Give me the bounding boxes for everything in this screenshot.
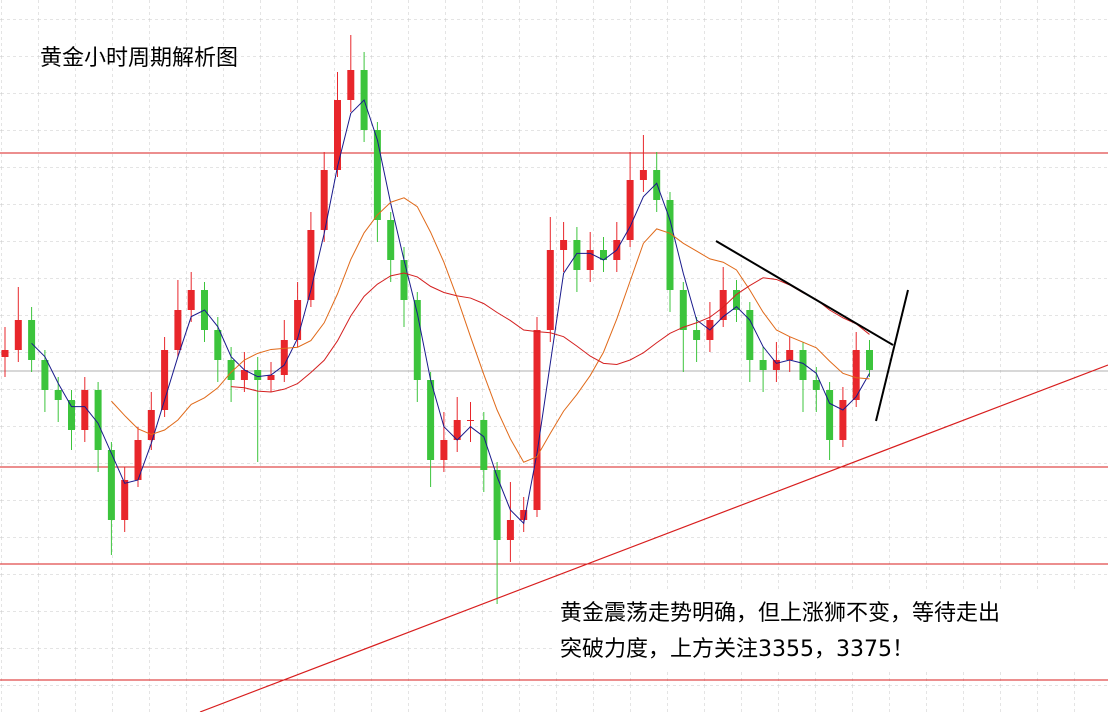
moving-average <box>31 99 870 525</box>
candle-body <box>1 350 9 357</box>
candle-body <box>533 330 541 510</box>
candle-body <box>600 250 607 260</box>
candle-body <box>719 290 727 320</box>
candle-body <box>573 240 581 270</box>
candle-body <box>520 510 528 520</box>
candle-body <box>227 360 235 380</box>
candle-body <box>467 420 474 421</box>
candle-body <box>294 300 302 340</box>
candle-body <box>733 290 740 310</box>
candle-body <box>254 370 262 380</box>
candle-body <box>307 230 315 300</box>
trend-line <box>875 289 909 422</box>
candle-body <box>772 360 780 370</box>
chart-title: 黄金小时周期解析图 <box>40 46 238 71</box>
candle-body <box>666 200 674 290</box>
candle-body <box>134 440 142 480</box>
annotation: 黄金震荡走势明确，但上涨狮不变，等待走出 <box>560 601 1000 626</box>
candle-body <box>214 330 222 360</box>
candle-body <box>852 350 860 400</box>
candle-body <box>786 350 794 360</box>
support-line <box>199 364 1108 712</box>
candle-body <box>400 260 408 300</box>
candle-body <box>679 290 687 330</box>
moving-average <box>231 272 870 393</box>
candle-body <box>41 360 49 390</box>
moving-average <box>111 197 870 463</box>
candle-body <box>839 400 847 440</box>
candle-body <box>480 420 488 470</box>
candle-body <box>107 450 115 520</box>
candle-body <box>453 420 461 440</box>
candle-body <box>759 360 767 370</box>
candle-body <box>240 370 248 380</box>
candle-body <box>81 390 89 430</box>
annotation: 突破力度，上方关注3355，3375！ <box>560 637 914 662</box>
candle-body <box>68 400 75 430</box>
candle-body <box>866 350 873 370</box>
candle-body <box>121 480 129 520</box>
annotation-bg <box>552 590 1108 670</box>
candle-body <box>174 310 182 350</box>
candle-body <box>440 440 448 460</box>
candle-body <box>812 380 820 390</box>
candle-body <box>693 330 701 340</box>
candle-body <box>147 410 155 440</box>
candle-body <box>639 170 647 180</box>
candle-body <box>334 100 341 170</box>
candle-body <box>14 320 22 350</box>
candle-body <box>187 290 195 310</box>
candle-body <box>493 470 501 540</box>
candle-body <box>161 350 169 410</box>
candle-body <box>54 390 62 400</box>
candle-body <box>347 70 355 100</box>
candle-body <box>427 380 435 460</box>
candle-body <box>94 390 102 450</box>
candle-body <box>746 310 754 360</box>
candle-body <box>560 240 568 250</box>
candle-body <box>267 375 275 380</box>
candle-body <box>626 180 634 240</box>
trend-line <box>715 240 894 346</box>
candle-body <box>586 250 594 270</box>
candle-body <box>546 250 554 330</box>
candle-body <box>320 170 328 230</box>
candle-body <box>387 220 395 260</box>
candle-body <box>413 300 421 380</box>
candle-body <box>826 390 834 440</box>
candle-body <box>506 520 514 540</box>
candle-body <box>799 350 807 380</box>
candle-body <box>653 170 661 200</box>
candle-body <box>373 130 381 220</box>
candle-body <box>28 320 36 360</box>
candle-body <box>280 340 288 375</box>
